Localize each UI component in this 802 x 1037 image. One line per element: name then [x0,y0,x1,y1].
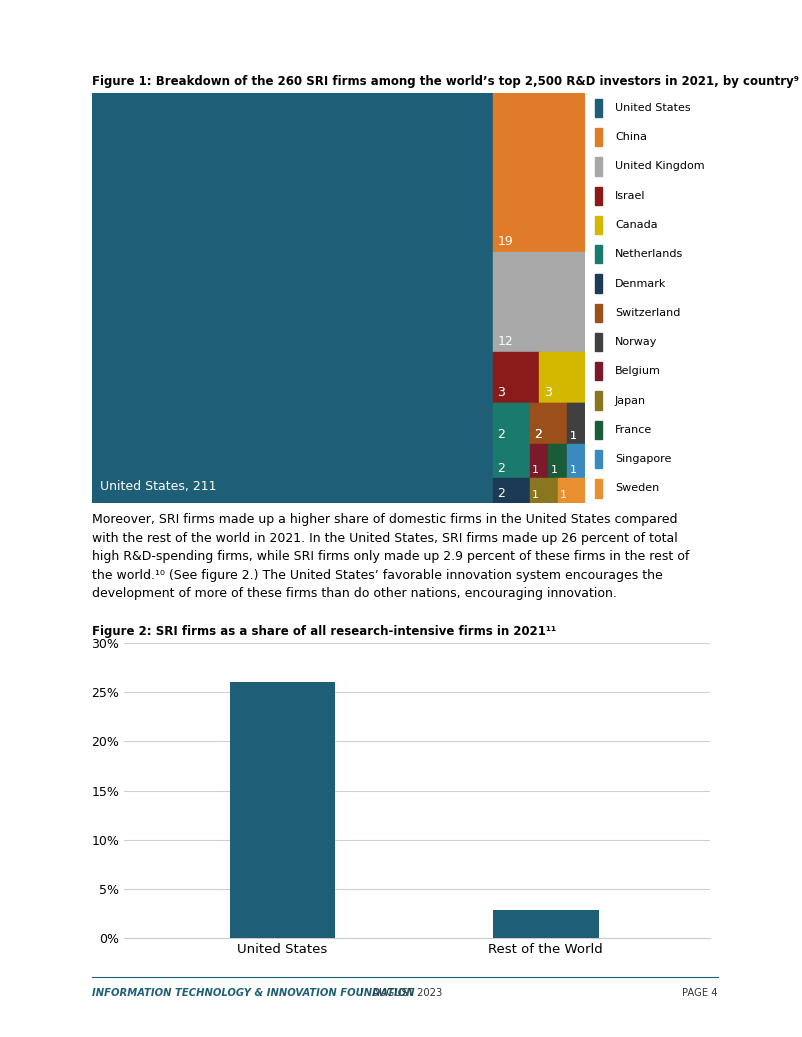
Text: 2: 2 [497,461,505,475]
Text: Japan: Japan [615,395,646,405]
Bar [595,275,602,292]
Text: 19: 19 [497,235,513,248]
Bar [529,478,557,503]
Text: INFORMATION TECHNOLOGY & INNOVATION FOUNDATION: INFORMATION TECHNOLOGY & INNOVATION FOUN… [92,988,415,999]
Bar [492,478,529,503]
Bar [595,216,602,234]
Bar [92,93,492,503]
Text: Canada: Canada [615,220,658,230]
Text: Norway: Norway [615,337,658,347]
Text: 1: 1 [569,431,577,441]
Bar [492,353,539,402]
Text: I   AUGUST 2023: I AUGUST 2023 [360,988,442,999]
Text: 1: 1 [533,466,539,475]
Text: PAGE 4: PAGE 4 [683,988,718,999]
Bar [567,402,585,445]
Text: 3: 3 [544,386,552,398]
Bar [529,402,567,445]
Text: Switzerland: Switzerland [615,308,680,317]
Text: 3: 3 [497,386,505,398]
Bar [595,99,602,117]
Bar [595,391,602,410]
Text: Singapore: Singapore [615,454,671,465]
Bar [492,402,529,478]
Text: Netherlands: Netherlands [615,249,683,259]
Text: Israel: Israel [615,191,646,201]
Text: Moreover, SRI firms made up a higher share of domestic firms in the United State: Moreover, SRI firms made up a higher sha… [92,513,690,600]
Bar [492,93,585,252]
Bar [595,479,602,498]
Bar [529,402,567,445]
Text: United States: United States [615,103,691,113]
Text: France: France [615,425,652,435]
Text: Denmark: Denmark [615,279,666,288]
Text: 2: 2 [497,487,505,501]
Bar [595,187,602,205]
Bar [229,682,335,938]
Text: 1: 1 [551,466,557,475]
Bar [567,445,585,478]
Bar [557,478,585,503]
Text: 2: 2 [535,428,542,441]
Text: Sweden: Sweden [615,483,659,494]
Bar [492,402,529,445]
Text: United States, 211: United States, 211 [99,480,216,493]
Bar [595,333,602,352]
Text: Figure 2: SRI firms as a share of all research-intensive firms in 2021¹¹: Figure 2: SRI firms as a share of all re… [92,624,557,638]
Bar [595,362,602,381]
Bar [595,421,602,439]
Bar [549,445,567,478]
Text: Belgium: Belgium [615,366,661,376]
Bar [595,128,602,146]
Text: 2: 2 [497,428,505,441]
Bar [595,245,602,263]
Text: 1: 1 [569,431,577,441]
Bar [595,450,602,469]
Bar [595,304,602,321]
Text: 1: 1 [569,466,577,475]
Bar [539,353,585,402]
Text: 1: 1 [560,491,567,501]
Bar [492,252,585,353]
Text: 12: 12 [497,335,513,348]
Text: Figure 1: Breakdown of the 260 SRI firms among the world’s top 2,500 R&D investo: Figure 1: Breakdown of the 260 SRI firms… [92,75,800,88]
Text: 1: 1 [533,491,539,501]
Text: China: China [615,132,647,142]
Text: 2: 2 [535,428,542,441]
Bar [595,158,602,175]
Bar [529,445,549,478]
Text: United Kingdom: United Kingdom [615,162,705,171]
Bar [567,402,585,445]
Bar [493,909,598,938]
